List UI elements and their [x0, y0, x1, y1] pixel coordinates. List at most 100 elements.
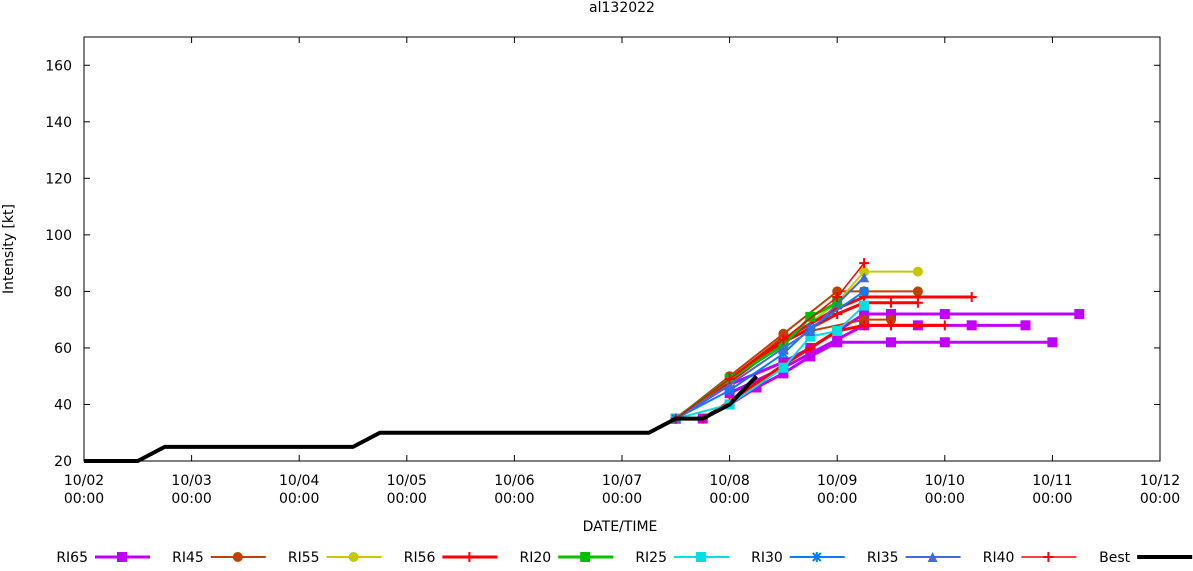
legend-label: RI55: [288, 550, 320, 566]
square-marker: [805, 331, 816, 342]
circle-marker: [348, 552, 359, 562]
triangle-marker: [724, 379, 735, 390]
y-tick-label: 60: [54, 341, 72, 357]
legend-label: RI45: [172, 550, 204, 566]
x-tick-label-date: 10/05: [387, 473, 427, 489]
x-tick-label-time: 00:00: [817, 491, 857, 507]
circle-marker: [912, 266, 923, 277]
y-tick-label: 100: [45, 228, 72, 244]
x-tick-label-date: 10/02: [64, 473, 104, 489]
square-marker: [832, 325, 843, 336]
square-marker: [580, 552, 591, 562]
legend-label: RI30: [751, 550, 783, 566]
y-tick-label: 140: [45, 115, 72, 131]
y-tick-label: 160: [45, 58, 72, 74]
square-marker: [859, 300, 870, 311]
y-tick-label: 20: [54, 454, 72, 470]
x-tick-label-date: 10/03: [171, 473, 211, 489]
triangle-marker: [927, 552, 938, 562]
legend-label: RI20: [520, 550, 552, 566]
square-marker: [939, 337, 950, 348]
legend-label: RI40: [983, 550, 1015, 566]
circle-marker: [886, 314, 896, 325]
plus-marker: [805, 342, 816, 353]
circle-marker: [859, 314, 870, 325]
square-marker: [778, 368, 789, 379]
plus-marker: [778, 334, 789, 345]
y-tick-label: 40: [54, 397, 72, 413]
series-ri55: [670, 266, 923, 424]
square-marker: [1047, 337, 1058, 348]
star-marker: [811, 552, 822, 562]
square-marker: [805, 311, 816, 322]
x-tick-label-date: 10/08: [709, 473, 749, 489]
x-tick-label-time: 00:00: [1140, 491, 1180, 507]
circle-marker: [912, 286, 923, 297]
square-marker: [886, 309, 896, 320]
x-tick-label-date: 10/07: [602, 473, 642, 489]
x-tick-label-time: 00:00: [1032, 491, 1072, 507]
y-tick-label: 120: [45, 171, 72, 187]
star-marker: [724, 385, 735, 396]
square-marker: [859, 309, 870, 320]
plus-marker: [859, 258, 870, 269]
square-marker: [751, 382, 762, 393]
x-tick-label-time: 00:00: [387, 491, 427, 507]
legend-label: RI25: [635, 550, 667, 566]
chart-title: al132022: [589, 0, 655, 16]
y-tick-label: 80: [54, 284, 72, 300]
square-marker: [1020, 320, 1031, 331]
triangle-marker: [778, 342, 789, 353]
x-tick-label-date: 10/06: [494, 473, 534, 489]
legend-label: Best: [1099, 550, 1131, 566]
x-tick-label-time: 00:00: [602, 491, 642, 507]
square-marker: [778, 362, 789, 373]
series-best: [84, 374, 758, 463]
square-marker: [966, 320, 977, 331]
plus-marker: [912, 297, 923, 308]
plus-marker: [1043, 552, 1054, 562]
x-tick-label-date: 10/10: [925, 473, 965, 489]
x-tick-label-time: 00:00: [64, 491, 104, 507]
circle-marker: [232, 552, 243, 562]
triangle-marker: [805, 325, 816, 336]
x-tick-label-date: 10/09: [817, 473, 857, 489]
x-tick-label-date: 10/12: [1140, 473, 1180, 489]
plus-marker: [886, 297, 896, 308]
square-marker: [696, 552, 706, 562]
plus-marker: [886, 320, 896, 331]
plus-marker: [939, 320, 950, 331]
x-tick-label-time: 00:00: [279, 491, 319, 507]
plus-marker: [859, 320, 870, 331]
series-line: [84, 374, 758, 463]
plus-marker: [724, 374, 735, 385]
plot-frame: [83, 36, 1161, 462]
x-tick-label-time: 00:00: [925, 491, 965, 507]
y-axis-label: Intensity [kt]: [1, 204, 17, 294]
star-marker: [778, 348, 789, 359]
square-marker: [832, 297, 843, 308]
square-marker: [886, 337, 896, 348]
x-tick-label-time: 00:00: [171, 491, 211, 507]
legend-label: RI35: [867, 550, 899, 566]
legend: RI65 RI45 RI55 RI56 RI20 RI25 RI30 RI35 RI40 Best: [56, 550, 1193, 566]
circle-marker: [859, 266, 870, 277]
series-group: [84, 258, 1085, 463]
x-tick-label-date: 10/04: [279, 473, 319, 489]
plus-marker: [966, 292, 977, 303]
x-axis-label: DATE/TIME: [583, 519, 658, 535]
x-tick-label-time: 00:00: [494, 491, 534, 507]
x-tick-label-time: 00:00: [709, 491, 749, 507]
triangle-marker: [859, 272, 870, 283]
square-marker: [1074, 309, 1085, 320]
x-tick-label-date: 10/11: [1032, 473, 1072, 489]
plus-marker: [464, 552, 475, 562]
legend-label: RI56: [404, 550, 436, 566]
legend-label: RI65: [56, 550, 88, 566]
plus-marker: [832, 292, 843, 303]
square-marker: [939, 309, 950, 320]
square-marker: [805, 351, 816, 362]
star-marker: [859, 286, 870, 297]
square-marker: [117, 552, 127, 562]
